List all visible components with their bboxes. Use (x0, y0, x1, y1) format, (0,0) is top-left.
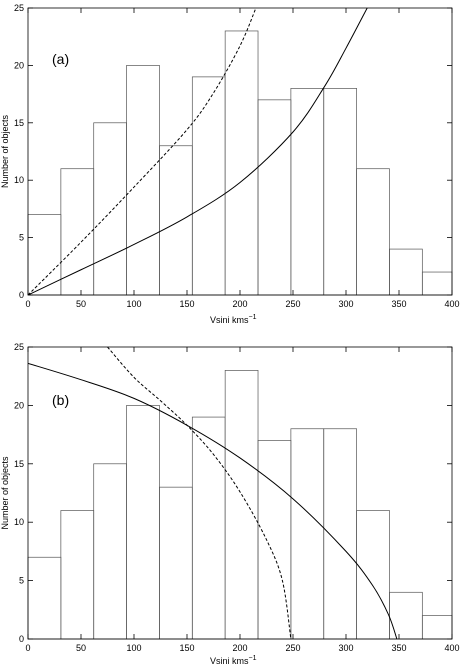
histogram-bar (159, 145, 193, 296)
y-axis-label: Number of objects (0, 114, 10, 188)
panel-label: (b) (52, 392, 69, 408)
y-tick-label: 5 (19, 576, 24, 586)
y-tick-label: 15 (14, 459, 24, 469)
x-tick-label: 50 (76, 643, 86, 653)
histogram-bar (126, 65, 160, 296)
histogram-bar (290, 428, 325, 640)
dashed-model-curve (28, 8, 257, 295)
model-curves (28, 8, 368, 295)
x-tick-label: 0 (25, 643, 30, 653)
y-tick-label: 25 (14, 3, 24, 13)
y-axis-ticks: 0 5 10 15 20 25 (14, 3, 452, 300)
histogram-bar (191, 416, 226, 640)
y-tick-label: 20 (14, 400, 24, 410)
histogram-bar (93, 122, 127, 296)
x-tick-label: 150 (179, 643, 194, 653)
histogram-bar (389, 248, 423, 296)
x-tick-label: 300 (338, 643, 353, 653)
x-axis-ticks: 0 50 100 150 200 250 300 350 400 (25, 347, 460, 653)
y-tick-label: 15 (14, 118, 24, 128)
histogram-bar (257, 99, 292, 296)
histogram-bar (159, 486, 193, 640)
x-tick-label: 200 (232, 299, 247, 309)
solid-model-curve (28, 8, 368, 295)
x-axis-ticks: 0 50 100 150 200 250 300 350 400 (25, 8, 460, 309)
histogram-bar (60, 168, 95, 296)
y-tick-label: 20 (14, 60, 24, 70)
x-tick-label: 400 (444, 299, 459, 309)
histogram-bar (421, 615, 453, 640)
histogram-bar (126, 405, 160, 640)
histogram-bars (27, 370, 453, 640)
histogram-bar (257, 440, 292, 640)
histogram-bar (224, 30, 259, 296)
y-tick-label: 5 (19, 233, 24, 243)
histogram-bar (323, 88, 357, 296)
x-tick-label: 350 (391, 299, 406, 309)
histogram-bar (224, 370, 259, 640)
x-tick-label: 350 (391, 643, 406, 653)
histogram-bar (421, 271, 453, 296)
x-tick-label: 100 (126, 643, 141, 653)
y-tick-label: 0 (19, 634, 24, 644)
histogram-bar (60, 510, 95, 640)
histogram-bar (93, 463, 127, 640)
histogram-bar (323, 428, 357, 640)
y-axis-label: Number of objects (0, 456, 10, 530)
x-tick-label: 0 (25, 299, 30, 309)
histogram-bar (356, 510, 390, 640)
y-tick-label: 25 (14, 342, 24, 352)
x-tick-label: 250 (285, 643, 300, 653)
model-curves (28, 347, 398, 639)
histogram-bar (356, 168, 390, 296)
x-tick-label: 250 (285, 299, 300, 309)
x-tick-label: 100 (126, 299, 141, 309)
histogram-bar (191, 76, 226, 296)
plot-frame (27, 346, 453, 640)
y-tick-label: 10 (14, 517, 24, 527)
solid-model-curve (28, 362, 398, 639)
x-axis-label: Vsini kms−1 (210, 314, 257, 325)
plot-frame (27, 7, 453, 296)
histogram-bar (290, 88, 325, 296)
x-tick-label: 150 (179, 299, 194, 309)
y-tick-label: 0 (19, 290, 24, 300)
x-tick-label: 50 (76, 299, 86, 309)
histogram-bars (27, 30, 453, 296)
x-tick-label: 400 (444, 643, 459, 653)
y-tick-label: 10 (14, 175, 24, 185)
x-tick-label: 200 (232, 643, 247, 653)
dashed-model-curve (107, 347, 292, 639)
histogram-bar (27, 214, 62, 296)
panel-label: (a) (52, 51, 69, 67)
y-axis-ticks: 0 5 10 15 20 25 (14, 342, 452, 644)
x-axis-label: Vsini kms−1 (210, 655, 257, 666)
histogram-bar (27, 556, 62, 640)
x-tick-label: 300 (338, 299, 353, 309)
